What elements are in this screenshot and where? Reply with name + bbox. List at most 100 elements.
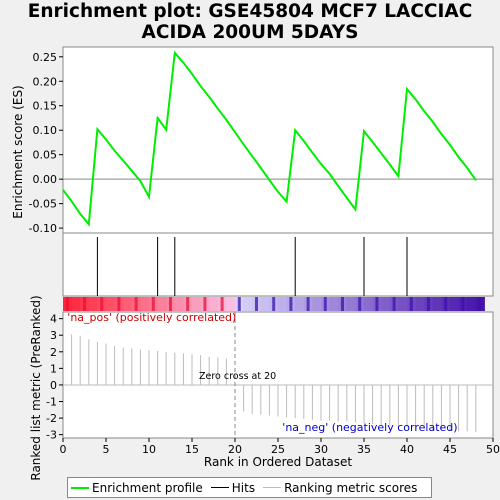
x-tick-label: 0	[60, 443, 67, 456]
es-point	[191, 73, 192, 74]
es-point	[114, 150, 115, 151]
colorbar-cell	[192, 297, 201, 311]
es-point	[80, 213, 81, 214]
metric-y-axis-label: Ranked list metric (PreRanked)	[29, 295, 43, 480]
es-point	[398, 176, 399, 177]
legend-item-hits: Hits	[211, 481, 255, 495]
colorbar-stripe	[66, 297, 69, 311]
metric-tick-label: -2	[46, 412, 57, 425]
es-point	[209, 96, 210, 97]
colorbar-cell	[261, 297, 270, 311]
x-tick-label: 15	[185, 443, 199, 456]
metric-tick-label: -1	[46, 396, 57, 409]
es-point	[157, 117, 158, 118]
es-point	[166, 129, 167, 130]
pos-correlated-label: 'na_pos' (positively correlated)	[67, 311, 236, 324]
colorbar-stripe	[238, 297, 241, 311]
es-point	[174, 52, 175, 53]
es-point	[363, 131, 364, 132]
colorbar-stripe	[427, 297, 430, 311]
es-point	[372, 141, 373, 142]
colorbar-cell	[89, 297, 98, 311]
x-tick-label: 40	[400, 443, 414, 456]
es-point	[467, 167, 468, 168]
colorbar-stripe	[375, 297, 378, 311]
es-point	[71, 201, 72, 202]
colorbar-cell	[364, 297, 373, 311]
x-tick-label: 10	[142, 443, 156, 456]
es-y-axis-label: Enrichment score (ES)	[11, 85, 25, 218]
es-tick-label: 0.00	[33, 173, 58, 186]
es-point	[183, 62, 184, 63]
colorbar-stripe	[444, 297, 447, 311]
es-point	[329, 173, 330, 174]
colorbar-stripe	[152, 297, 155, 311]
es-point	[260, 167, 261, 168]
colorbar-cell	[278, 297, 287, 311]
legend-swatch-ranking	[263, 487, 281, 488]
es-point	[62, 189, 63, 190]
colorbar-cell	[312, 297, 321, 311]
es-point	[252, 156, 253, 157]
metric-tick-label: -3	[46, 429, 57, 442]
colorbar-cell	[381, 297, 390, 311]
colorbar-cell	[467, 297, 476, 311]
colorbar-stripe	[479, 297, 482, 311]
colorbar-cell	[433, 297, 442, 311]
colorbar-cell	[72, 297, 81, 311]
zero-cross-label: Zero cross at 20	[199, 371, 276, 382]
x-tick-label: 50	[486, 443, 500, 456]
es-point	[320, 163, 321, 164]
colorbar-stripe	[186, 297, 189, 311]
es-point	[243, 144, 244, 145]
colorbar-stripe	[307, 297, 310, 311]
metric-axis: -3 -2 -1 0 1 2 3 4	[46, 313, 63, 442]
colorbar-stripe	[255, 297, 258, 311]
es-point	[449, 144, 450, 145]
es-point	[295, 130, 296, 131]
es-axis: -0.10-0.050.000.050.100.150.200.25	[29, 51, 63, 235]
colorbar-stripe	[410, 297, 413, 311]
colorbar-stripe	[83, 297, 86, 311]
legend-item-ranking: Ranking metric scores	[263, 481, 417, 495]
metric-tick-label: 2	[50, 346, 57, 359]
es-point	[97, 129, 98, 130]
metric-tick-label: 4	[50, 313, 57, 326]
colorbar-stripe	[221, 297, 224, 311]
colorbar-cell	[347, 297, 356, 311]
es-point	[441, 134, 442, 135]
neg-correlated-label: 'na_neg' (negatively correlated)	[282, 421, 457, 434]
es-tick-label: 0.25	[33, 51, 58, 64]
colorbar-stripe	[117, 297, 120, 311]
es-point	[406, 88, 407, 89]
legend-swatch-enrichment	[71, 487, 89, 489]
colorbar-cell	[106, 297, 115, 311]
x-tick-label: 5	[103, 443, 110, 456]
x-tick-label: 45	[443, 443, 457, 456]
es-point	[88, 224, 89, 225]
colorbar-cell	[295, 297, 304, 311]
x-axis-label: Rank in Ordered Dataset	[204, 455, 352, 469]
metric-tick-label: 3	[50, 329, 57, 342]
es-point	[312, 152, 313, 153]
hits-panel	[63, 233, 493, 296]
es-point	[286, 201, 287, 202]
es-point	[140, 181, 141, 182]
colorbar-cell	[226, 297, 235, 311]
es-point	[226, 119, 227, 120]
es-point	[475, 180, 476, 181]
es-tick-label: 0.10	[33, 124, 58, 137]
es-panel	[63, 47, 493, 233]
es-point	[269, 180, 270, 181]
es-point	[389, 164, 390, 165]
colorbar-stripe	[341, 297, 344, 311]
es-point	[338, 185, 339, 186]
es-point	[415, 99, 416, 100]
legend-label-enrichment: Enrichment profile	[92, 481, 203, 495]
colorbar-stripe	[461, 297, 464, 311]
colorbar-cell	[140, 297, 149, 311]
legend-swatch-hits	[211, 487, 229, 488]
colorbar-cell	[158, 297, 167, 311]
es-point	[131, 170, 132, 171]
